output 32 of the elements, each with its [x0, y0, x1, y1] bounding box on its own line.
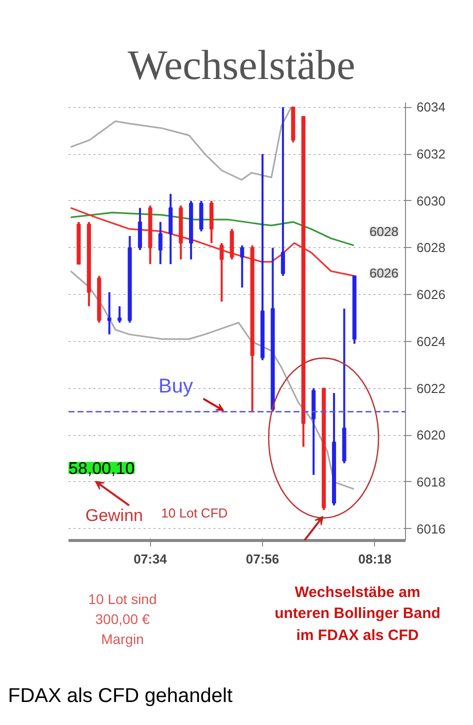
- annotation: 10 Lot CFD: [161, 505, 228, 520]
- y-tick-label: 6016: [416, 521, 446, 536]
- text: Wechselstäbe am unteren Bollinger Band im FDAX als CFD: [274, 583, 442, 646]
- text: FDAX als CFD gehandelt: [8, 684, 233, 709]
- annotation: 6028: [370, 224, 398, 240]
- y-tick-label: 6028: [416, 240, 446, 256]
- candlestick: [280, 106, 285, 277]
- line-series: [70, 207, 355, 277]
- y-tick-label: 6020: [416, 428, 446, 443]
- annotation: 6026: [370, 266, 398, 281]
- chart-title: Wechselstäbe: [128, 42, 356, 91]
- y-tick-label: 6018: [416, 474, 446, 490]
- line-series: [70, 212, 355, 246]
- y-tick-label: 6022: [416, 380, 446, 396]
- y-tick-label: 6024: [416, 334, 446, 349]
- line-series: [70, 270, 355, 490]
- text: 10 Lot sind 300,00 € Margin: [87, 590, 158, 649]
- candlestick: [107, 291, 112, 336]
- ref-line-label: Buy: [158, 376, 193, 398]
- x-tick-label: 07:56: [246, 552, 280, 566]
- annotation: Gewinn: [85, 506, 143, 526]
- x-tick-label: 08:18: [358, 552, 392, 566]
- x-tick-label: 07:34: [134, 552, 168, 566]
- annotation: 58,00,10: [68, 458, 135, 478]
- candlestick: [158, 220, 162, 266]
- candlestick: [220, 242, 224, 303]
- y-tick-label: 6034: [416, 100, 446, 115]
- candlestick: [240, 244, 244, 289]
- y-tick-label: 6032: [416, 146, 446, 162]
- candlestick: [118, 305, 122, 324]
- y-tick-label: 6026: [416, 287, 446, 302]
- y-tick-label: 6030: [416, 193, 446, 208]
